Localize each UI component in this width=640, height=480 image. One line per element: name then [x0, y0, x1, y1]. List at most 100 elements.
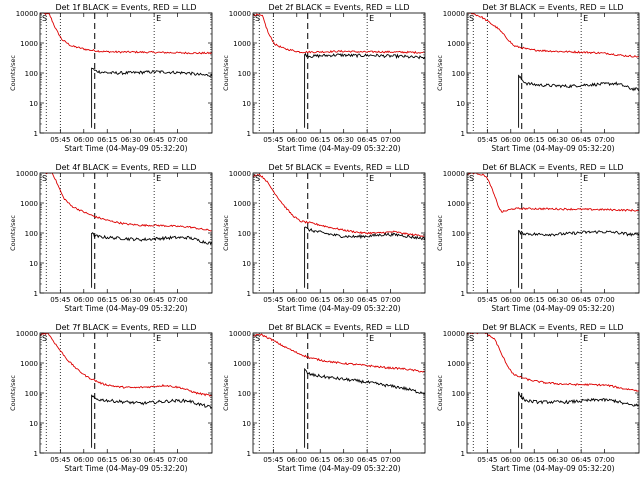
- plot-frame: [39, 332, 213, 454]
- y-tick-label: 10: [456, 420, 465, 428]
- chart-panel-6: Det 6f BLACK = Events, RED = LLD S E 1 10 100…: [436, 163, 640, 313]
- x-axis-label: Start Time (04-May-09 05:32:20): [64, 144, 187, 153]
- x-tick-label: 06:00: [74, 136, 94, 144]
- y-tick-label: 10: [29, 420, 38, 428]
- corner-glyph-left: S: [255, 14, 260, 23]
- x-axis-label: Start Time (04-May-09 05:32:20): [277, 304, 400, 313]
- y-tick-label: 100: [452, 70, 465, 78]
- y-tick-label: 1: [34, 290, 38, 298]
- y-axis-label: Counts/sec: [436, 215, 444, 251]
- x-tick-label: 07:00: [595, 456, 615, 464]
- y-tick-label: 10000: [229, 330, 251, 338]
- y-tick-label: 10000: [16, 170, 38, 178]
- y-tick-label: 1000: [233, 360, 251, 368]
- x-axis-label: Start Time (04-May-09 05:32:20): [64, 304, 187, 313]
- y-tick-label: 1: [461, 290, 465, 298]
- x-tick-label: 06:30: [548, 296, 568, 304]
- corner-glyph-right: E: [369, 334, 374, 343]
- plot-frame: [466, 12, 640, 134]
- plot-frame: [252, 332, 426, 454]
- x-tick-label: 06:00: [501, 296, 521, 304]
- y-tick-label: 1: [461, 450, 465, 458]
- x-tick-label: 07:00: [595, 136, 615, 144]
- x-tick-label: 06:45: [357, 456, 377, 464]
- chart-panel-2: Det 2f BLACK = Events, RED = LLD S E 1 10 100…: [222, 3, 426, 153]
- y-tick-label: 1: [247, 130, 251, 138]
- x-tick-label: 06:15: [524, 136, 544, 144]
- y-tick-label: 10000: [443, 330, 465, 338]
- x-tick-label: 06:30: [121, 136, 141, 144]
- chart-title: Det 1f BLACK = Events, RED = LLD: [55, 3, 196, 12]
- series-line-lld: [44, 173, 212, 232]
- x-tick-label: 06:45: [571, 136, 591, 144]
- y-tick-label: 1000: [20, 40, 38, 48]
- x-tick-label: 07:00: [381, 296, 401, 304]
- corner-glyph-right: E: [156, 334, 161, 343]
- y-tick-label: 1000: [447, 360, 465, 368]
- y-tick-label: 100: [238, 70, 251, 78]
- x-tick-label: 06:45: [357, 136, 377, 144]
- series-line-lld: [253, 333, 425, 373]
- y-tick-label: 1000: [233, 40, 251, 48]
- y-tick-label: 10: [242, 260, 251, 268]
- x-tick-label: 07:00: [381, 456, 401, 464]
- chart-panel-3: Det 3f BLACK = Events, RED = LLD S E 1 10 100…: [436, 3, 640, 153]
- plot-frame: [252, 12, 426, 134]
- x-tick-label: 05:45: [50, 136, 70, 144]
- x-tick-label: 06:15: [310, 136, 330, 144]
- series-line-lld: [253, 173, 425, 237]
- y-tick-label: 10000: [443, 10, 465, 18]
- y-tick-label: 10: [456, 100, 465, 108]
- x-tick-label: 06:00: [501, 456, 521, 464]
- y-tick-label: 10: [29, 100, 38, 108]
- y-axis-label: Counts/sec: [436, 55, 444, 91]
- corner-glyph-right: E: [369, 14, 374, 23]
- chart-title: Det 3f BLACK = Events, RED = LLD: [482, 3, 623, 12]
- y-tick-label: 10000: [16, 10, 38, 18]
- x-tick-label: 06:30: [548, 456, 568, 464]
- y-tick-label: 100: [452, 390, 465, 398]
- x-tick-label: 05:45: [263, 456, 283, 464]
- x-axis-label: Start Time (04-May-09 05:32:20): [277, 144, 400, 153]
- x-tick-label: 06:30: [121, 456, 141, 464]
- y-tick-label: 100: [25, 390, 38, 398]
- chart-title: Det 6f BLACK = Events, RED = LLD: [482, 163, 623, 172]
- x-tick-label: 06:15: [524, 296, 544, 304]
- chart-panel-9: Det 9f BLACK = Events, RED = LLD S E 1 10 100…: [436, 323, 640, 473]
- y-tick-label: 100: [452, 230, 465, 238]
- series-line-events: [91, 67, 212, 128]
- y-tick-label: 100: [238, 230, 251, 238]
- chart-panel-5: Det 5f BLACK = Events, RED = LLD S E 1 10 100…: [222, 163, 426, 313]
- x-tick-label: 05:45: [263, 136, 283, 144]
- y-tick-label: 1: [247, 450, 251, 458]
- corner-glyph-left: S: [255, 174, 260, 183]
- chart-panel-8: Det 8f BLACK = Events, RED = LLD S E 1 10 100…: [222, 323, 426, 473]
- plot-frame: [39, 172, 213, 294]
- y-tick-label: 100: [238, 390, 251, 398]
- series-line-events: [91, 232, 212, 288]
- chart-panel-7: Det 7f BLACK = Events, RED = LLD S E 1 10 100…: [9, 323, 213, 473]
- series-line-lld: [467, 173, 639, 213]
- y-tick-label: 1: [461, 130, 465, 138]
- y-axis-label: Counts/sec: [9, 215, 17, 251]
- x-axis-label: Start Time (04-May-09 05:32:20): [491, 304, 614, 313]
- y-axis-label: Counts/sec: [222, 55, 230, 91]
- corner-glyph-right: E: [369, 174, 374, 183]
- y-tick-label: 10000: [229, 170, 251, 178]
- x-tick-label: 06:00: [74, 456, 94, 464]
- corner-glyph-left: S: [469, 334, 474, 343]
- chart-panel-4: Det 4f BLACK = Events, RED = LLD S E 1 10 100…: [9, 163, 213, 313]
- series-line-lld: [40, 333, 212, 397]
- x-tick-label: 06:00: [287, 296, 307, 304]
- chart-title: Det 7f BLACK = Events, RED = LLD: [55, 323, 196, 332]
- x-tick-label: 06:15: [524, 456, 544, 464]
- y-tick-label: 10: [242, 100, 251, 108]
- x-tick-label: 06:15: [97, 456, 117, 464]
- series-line-events: [91, 394, 212, 448]
- x-tick-label: 07:00: [168, 296, 188, 304]
- y-tick-label: 100: [25, 230, 38, 238]
- x-tick-label: 06:00: [74, 296, 94, 304]
- plot-frame: [252, 172, 426, 294]
- series-line-events: [518, 229, 639, 288]
